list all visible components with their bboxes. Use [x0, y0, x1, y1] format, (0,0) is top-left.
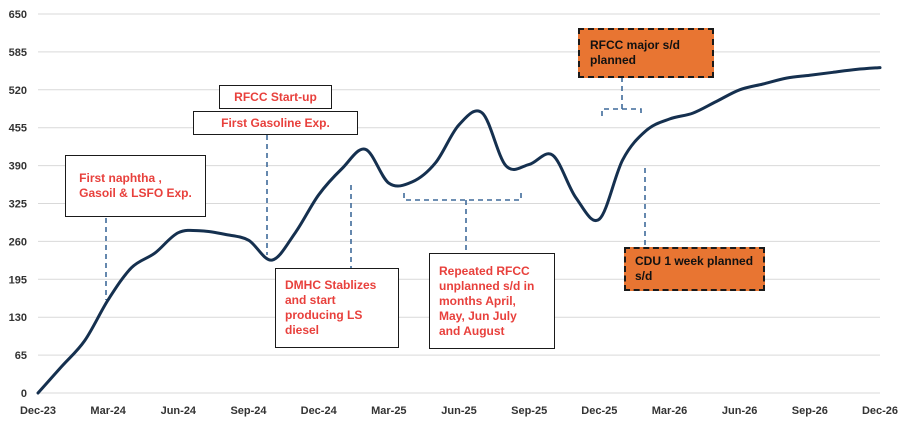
x-tick-label: Sep-24 — [230, 405, 267, 417]
leader-line — [601, 78, 642, 116]
y-tick-label: 585 — [9, 47, 27, 59]
leader-line — [403, 193, 522, 253]
annotation-rfcc-startup: RFCC Start-up — [219, 85, 332, 109]
annotation-first-naphtha: First naphtha , Gasoil & LSFO Exp. — [65, 155, 206, 217]
y-tick-label: 520 — [9, 85, 27, 97]
series-line — [36, 66, 882, 395]
annotation-rfcc-major-sd-text: RFCC major s/d planned — [590, 38, 681, 67]
x-tick-label: Sep-25 — [511, 405, 547, 417]
annotation-first-naphtha-text: First naphtha , Gasoil & LSFO Exp. — [79, 171, 192, 200]
y-axis-ticks: 0 65 130 195 260 325 390 455 520 585 650 — [9, 9, 27, 400]
x-tick-label: Mar-24 — [90, 405, 126, 417]
annotation-rfcc-startup-text: RFCC Start-up — [234, 89, 317, 104]
x-tick-label: Jun-25 — [441, 405, 476, 417]
x-axis-ticks: Dec-23 Mar-24 Jun-24 Sep-24 Dec-24 Mar-25 Jun-… — [20, 405, 898, 417]
x-tick-label: Mar-25 — [371, 405, 406, 417]
y-tick-label: 130 — [9, 312, 27, 324]
x-tick-label: Jun-26 — [722, 405, 757, 417]
x-tick-label: Jun-24 — [161, 405, 197, 417]
y-tick-label: 650 — [9, 9, 27, 21]
y-tick-label: 325 — [9, 199, 27, 211]
x-tick-label: Dec-23 — [20, 405, 56, 417]
y-tick-label: 195 — [9, 274, 27, 286]
annotation-repeated-rfcc-text: Repeated RFCC unplanned s/d in months Ap… — [439, 263, 535, 338]
y-tick-label: 455 — [9, 123, 27, 135]
annotation-cdu-planned-sd: CDU 1 week planned s/d — [624, 247, 765, 291]
annotation-rfcc-major-sd: RFCC major s/d planned — [578, 28, 714, 78]
x-tick-label: Mar-26 — [652, 405, 687, 417]
annotation-repeated-rfcc: Repeated RFCC unplanned s/d in months Ap… — [429, 253, 555, 349]
y-tick-label: 65 — [15, 350, 27, 362]
annotation-leader-lines — [105, 78, 646, 300]
annotation-first-gasoline: First Gasoline Exp. — [193, 111, 358, 135]
y-tick-label: 260 — [9, 236, 27, 248]
annotation-dmhc-text: DMHC Stablizes and start producing LS di… — [285, 278, 377, 337]
x-tick-label: Dec-26 — [862, 405, 898, 417]
x-tick-label: Dec-24 — [301, 405, 338, 417]
x-tick-label: Dec-25 — [581, 405, 617, 417]
y-tick-label: 390 — [9, 161, 27, 173]
y-tick-label: 0 — [21, 388, 27, 400]
annotation-cdu-planned-sd-text: CDU 1 week planned s/d — [635, 254, 754, 283]
annotation-dmhc: DMHC Stablizes and start producing LS di… — [275, 268, 399, 348]
annotation-first-gasoline-text: First Gasoline Exp. — [221, 115, 330, 130]
x-tick-label: Sep-26 — [792, 405, 828, 417]
